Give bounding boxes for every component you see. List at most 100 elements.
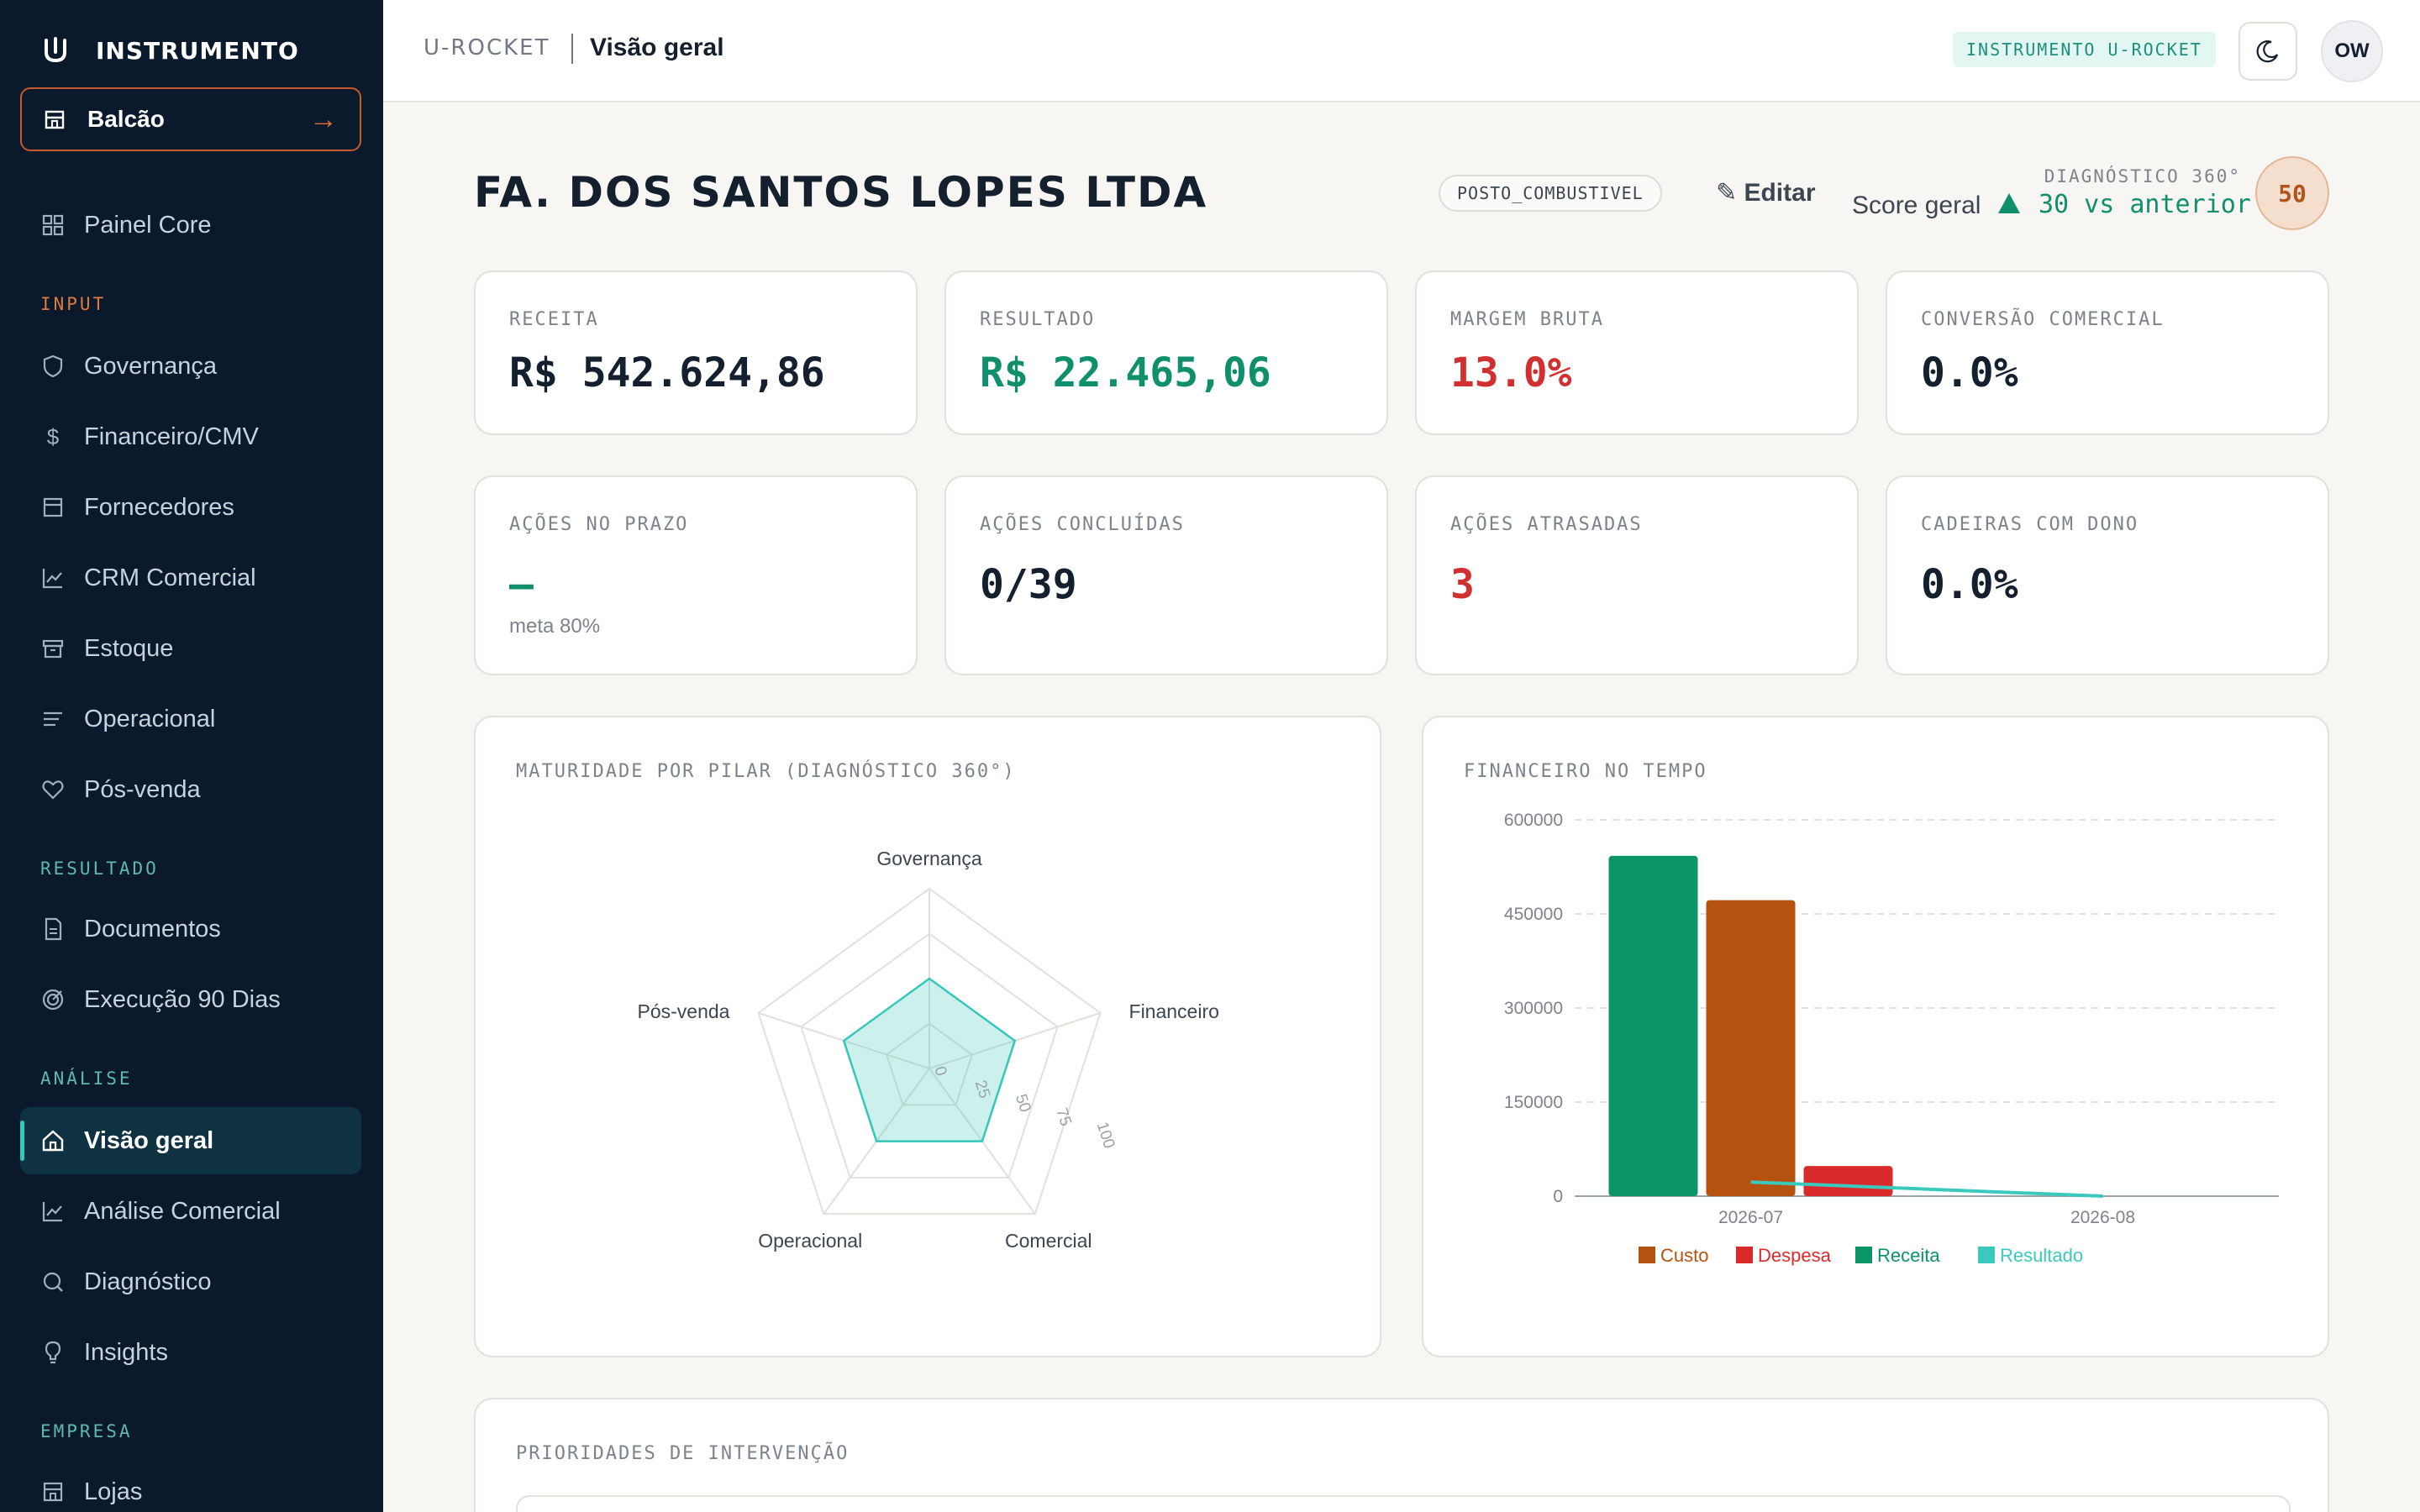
- sidebar-item-visao-geral[interactable]: Visão geral: [20, 1107, 361, 1174]
- store-icon: [40, 495, 66, 520]
- kpi-card-acoes-concluidas: AÇÕES CONCLUÍDAS 0/39: [944, 475, 1388, 675]
- sidebar-item-label: Lojas: [84, 1478, 143, 1505]
- kpi-card-receita: RECEITA R$ 542.624,86: [474, 270, 918, 435]
- sidebar-item-crm-comercial[interactable]: CRM Comercial: [20, 544, 361, 612]
- heart-icon: [40, 777, 66, 802]
- edit-button[interactable]: ✎ Editar: [1716, 179, 1816, 207]
- kpi-card-acoes-no-prazo: AÇÕES NO PRAZO — meta 80%: [474, 475, 918, 675]
- priorities-panel: PRIORIDADES DE INTERVENÇÃO: [474, 1398, 2329, 1512]
- avatar[interactable]: OW: [2321, 20, 2383, 82]
- kpi-card-resultado: RESULTADO R$ 22.465,06: [944, 270, 1388, 435]
- kpi-label: CADEIRAS COM DONO: [1921, 514, 2139, 535]
- brand[interactable]: INSTRUMENTO: [40, 34, 299, 67]
- diagnostico-label: DIAGNÓSTICO 360°: [2044, 166, 2241, 186]
- priorities-list: [516, 1495, 2291, 1512]
- sidebar-item-operacional[interactable]: Operacional: [20, 685, 361, 753]
- radar-axis-label: Governança: [876, 848, 982, 869]
- kpi-value: R$ 542.624,86: [509, 349, 825, 396]
- line-chart-icon: [40, 565, 66, 591]
- sidebar-item-diagnostico[interactable]: Diagnóstico: [20, 1248, 361, 1315]
- sidebar-item-painel-core[interactable]: Painel Core: [20, 192, 361, 259]
- radar-series-area: [842, 977, 1017, 1142]
- bar-despesa: [1803, 1166, 1893, 1196]
- sidebar-item-label: Visão geral: [84, 1126, 214, 1154]
- kpi-label: RESULTADO: [980, 309, 1096, 330]
- store-icon: [40, 1479, 66, 1504]
- legend-swatch: [1639, 1247, 1655, 1263]
- sidebar-item-analise-comercial[interactable]: Análise Comercial: [20, 1178, 361, 1245]
- section-label-empresa: EMPRESA: [40, 1421, 133, 1441]
- sidebar-item-label: Estoque: [84, 634, 174, 662]
- y-tick-label: 450000: [1504, 905, 1563, 924]
- page-title: Visão geral: [590, 34, 724, 61]
- section-label-input: INPUT: [40, 294, 107, 314]
- sidebar-item-label: Análise Comercial: [84, 1197, 281, 1225]
- sidebar-item-pos-venda[interactable]: Pós-venda: [20, 756, 361, 823]
- score-delta: 30 vs anterior: [2039, 190, 2251, 219]
- sidebar-item-label: Diagnóstico: [84, 1268, 212, 1295]
- kpi-card-acoes-atrasadas: AÇÕES ATRASADAS 3: [1415, 475, 1859, 675]
- top-header: U-ROCKET Visão geral INSTRUMENTO U-ROCKE…: [383, 0, 2420, 102]
- kpi-label: RECEITA: [509, 309, 599, 330]
- arrow-right-icon: →: [309, 102, 338, 135]
- radar-grid-ring: [800, 932, 1059, 1179]
- financeiro-panel: FINANCEIRO NO TEMPO 600000 450000 300000 15…: [1422, 716, 2329, 1357]
- y-tick-label: 0: [1553, 1187, 1563, 1206]
- kpi-sub: meta 80%: [509, 615, 601, 638]
- shield-icon: [40, 354, 66, 379]
- financeiro-title: FINANCEIRO NO TEMPO: [1464, 761, 1707, 782]
- radar-panel: MATURIDADE POR PILAR (DIAGNÓSTICO 360°) …: [474, 716, 1381, 1357]
- legend-swatch: [1855, 1247, 1872, 1263]
- sidebar-item-governanca[interactable]: Governança: [20, 333, 361, 400]
- sidebar-item-execucao-90-dias[interactable]: Execução 90 Dias: [20, 966, 361, 1033]
- kpi-label: CONVERSÃO COMERCIAL: [1921, 309, 2165, 330]
- kpi-value: 0/39: [980, 561, 1077, 608]
- sidebar-item-documentos[interactable]: Documentos: [20, 895, 361, 963]
- kpi-label: MARGEM BRUTA: [1450, 309, 1604, 330]
- section-label-analise: ANÁLISE: [40, 1068, 133, 1089]
- radar-axis-label: Operacional: [758, 1230, 862, 1252]
- sidebar-item-financeiro[interactable]: $ Financeiro/CMV: [20, 403, 361, 470]
- document-icon: [40, 916, 66, 942]
- sidebar-item-estoque[interactable]: Estoque: [20, 615, 361, 682]
- legend-label: Custo: [1660, 1245, 1708, 1266]
- sidebar-item-label: Execução 90 Dias: [84, 985, 281, 1013]
- kpi-card-margem-bruta: MARGEM BRUTA 13.0%: [1415, 270, 1859, 435]
- financeiro-chart: 600000 450000 300000 150000 0 2026-07 2026-08 C…: [1504, 811, 2279, 1266]
- balcao-button[interactable]: Balcão →: [20, 87, 361, 151]
- kpi-label: AÇÕES NO PRAZO: [509, 514, 689, 535]
- list-icon: [40, 706, 66, 732]
- x-tick-label: 2026-08: [2070, 1208, 2135, 1227]
- breadcrumb-root[interactable]: U-ROCKET: [424, 35, 550, 60]
- legend-swatch: [1736, 1247, 1753, 1263]
- balcao-label: Balcão: [87, 106, 165, 132]
- sidebar-item-label: Operacional: [84, 705, 216, 732]
- bar-receita: [1608, 855, 1698, 1196]
- radar-tick-label: 100: [1093, 1120, 1118, 1151]
- sidebar-item-lojas[interactable]: Lojas: [20, 1458, 361, 1512]
- instrument-badge: INSTRUMENTO U-ROCKET: [1953, 32, 2216, 67]
- kpi-label: AÇÕES CONCLUÍDAS: [980, 514, 1185, 535]
- score-value: 50: [2255, 156, 2329, 230]
- grid-icon: [40, 213, 66, 238]
- radar-axis-label: Comercial: [1005, 1230, 1092, 1252]
- sidebar-item-fornecedores[interactable]: Fornecedores: [20, 474, 361, 541]
- sidebar-item-insights[interactable]: Insights: [20, 1319, 361, 1386]
- legend-label: Resultado: [2000, 1245, 2083, 1266]
- sidebar-item-label: Governança: [84, 352, 217, 380]
- radar-chart: 0255075100GovernançaFinanceiroComercialO…: [638, 848, 1219, 1252]
- brand-name: INSTRUMENTO: [96, 36, 299, 65]
- line-resultado: [1750, 1180, 2103, 1198]
- sidebar-item-label: Painel Core: [84, 211, 212, 239]
- sidebar-item-label: Pós-venda: [84, 775, 201, 803]
- brand-logo-icon: [45, 37, 66, 63]
- breadcrumb-divider: [571, 34, 573, 64]
- x-tick-label: 2026-07: [1718, 1208, 1783, 1227]
- kpi-value: 0.0%: [1921, 561, 2018, 608]
- y-tick-label: 300000: [1504, 999, 1563, 1018]
- radar-grid-ring: [757, 887, 1102, 1215]
- sidebar-item-label: Fornecedores: [84, 493, 234, 521]
- kpi-value: 3: [1450, 561, 1475, 608]
- theme-toggle-button[interactable]: [2238, 22, 2297, 81]
- segment-badge: POSTO_COMBUSTIVEL: [1439, 175, 1662, 212]
